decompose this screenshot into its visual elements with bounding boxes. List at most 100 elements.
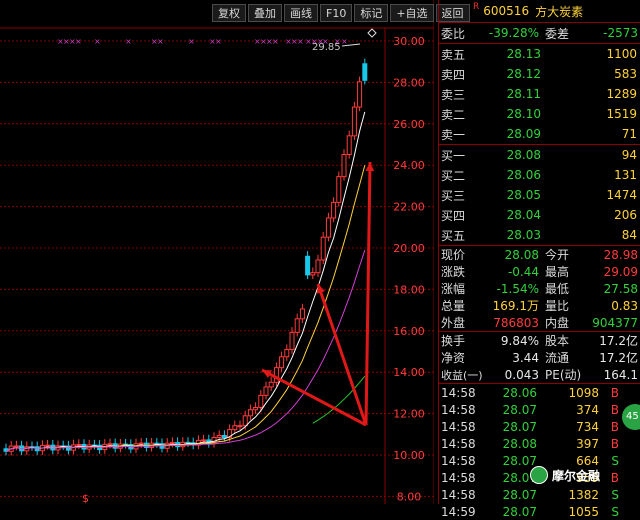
candle-body[interactable] (169, 442, 175, 445)
candle-body[interactable] (263, 386, 269, 396)
toolbar-btn-3[interactable]: F10 (320, 4, 353, 22)
bid-row[interactable]: 买五 28.03 84 (441, 228, 637, 243)
toolbar-btn-2[interactable]: 画线 (284, 4, 318, 22)
event-marker[interactable]: × (322, 37, 329, 46)
candle-body[interactable] (253, 406, 259, 411)
ask-row[interactable]: 卖三 28.11 1289 (441, 87, 637, 102)
candle-body[interactable] (284, 349, 290, 358)
event-marker[interactable]: × (69, 37, 76, 46)
candle-body[interactable] (346, 135, 352, 155)
toolbar-btn-0[interactable]: 复权 (212, 4, 246, 22)
bid-row[interactable]: 买二 28.06 131 (441, 168, 637, 183)
annotation-arrow (316, 283, 368, 426)
bid-row[interactable]: 买三 28.05 1474 (441, 188, 637, 203)
event-marker[interactable]: × (125, 37, 132, 46)
ask-row[interactable]: 卖五 28.13 1100 (441, 47, 637, 62)
tick-row[interactable]: 14:58 28.06 1098 B (441, 385, 619, 400)
candlestick-chart[interactable]: 30.00 28.00 26.00 24.00 22.00 20.00 18.00 16.00… (0, 0, 434, 504)
candle-body[interactable] (279, 356, 285, 369)
candle-body[interactable] (216, 434, 222, 439)
candle-body[interactable] (76, 443, 82, 446)
tick-row[interactable]: 14:59 28.07 1055 S (441, 504, 619, 519)
event-marker[interactable]: × (266, 37, 273, 46)
candle-body[interactable] (336, 176, 342, 203)
stock-code[interactable]: 600516 (483, 4, 530, 18)
candle-body[interactable] (247, 409, 253, 417)
toolbar-btn-5[interactable]: +自选 (390, 4, 434, 22)
candle-body[interactable] (325, 217, 331, 238)
candle-body[interactable] (258, 394, 264, 408)
tick-row[interactable]: 14:58 28.07 734 B (441, 419, 619, 434)
tick-row[interactable]: 14:58 28.07 1382 S (441, 487, 619, 502)
candle-body[interactable] (351, 106, 357, 137)
ask-row[interactable]: 卖四 28.12 583 (441, 67, 637, 82)
annotation-arrow (364, 161, 372, 426)
bid-row[interactable]: 买四 28.04 206 (441, 208, 637, 223)
tick-row[interactable]: 14:58 28.07 959 B (441, 470, 619, 485)
event-marker[interactable]: × (94, 37, 101, 46)
ma20-line (5, 250, 366, 452)
quote-row: 现价 28.08 今开 28.98 (441, 247, 638, 263)
candle-body[interactable] (201, 439, 207, 442)
event-marker[interactable]: × (75, 37, 82, 46)
event-marker[interactable]: × (188, 37, 195, 46)
event-marker[interactable]: × (317, 37, 324, 46)
tick-row[interactable]: 14:58 28.07 664 S (441, 453, 619, 468)
chart-toolbar: 复权 叠加 画线 F10 标记 +自选 返回 (212, 4, 470, 24)
event-marker[interactable]: × (272, 37, 279, 46)
tick-list[interactable]: 14:58 28.06 1098 B 14:58 28.07 374 B 14:58 28.07 7… (439, 384, 640, 520)
tick-row[interactable]: 14:58 28.07 374 B (441, 402, 619, 417)
candle-body[interactable] (138, 442, 144, 445)
price-axis-label: 8.00 (397, 490, 422, 503)
candle-body[interactable] (357, 81, 363, 108)
ask-row[interactable]: 卖一 28.09 71 (441, 127, 637, 142)
event-marker[interactable]: × (260, 37, 267, 46)
candle-body[interactable] (310, 272, 316, 276)
event-marker[interactable]: × (215, 37, 222, 46)
event-marker[interactable]: × (285, 37, 292, 46)
bid-row[interactable]: 买一 28.08 94 (441, 148, 637, 163)
stock-name[interactable]: 方大炭素 (535, 4, 584, 19)
candle-body[interactable] (305, 255, 311, 276)
toolbar-btn-6[interactable]: 返回 (435, 4, 470, 22)
candle-body[interactable] (232, 425, 238, 431)
tick-row[interactable]: 14:58 28.08 397 B (441, 436, 619, 451)
event-marker[interactable]: × (341, 37, 348, 46)
candle-body[interactable] (221, 434, 227, 438)
price-axis-label: 16.00 (393, 325, 425, 338)
candle-body[interactable] (45, 444, 51, 447)
candle-body[interactable] (331, 201, 337, 219)
candle-body[interactable] (13, 445, 19, 448)
candle-body[interactable] (107, 443, 113, 446)
candle-body[interactable] (362, 63, 368, 81)
candle-body[interactable] (320, 236, 326, 261)
fundamental-stats: 换手 9.84% 股本 17.2亿 净资 3.44 流通 17.2亿 收益(一) 0.043 PE(… (439, 332, 640, 384)
event-marker[interactable]: × (311, 37, 318, 46)
event-marker[interactable]: × (334, 37, 341, 46)
event-marker[interactable]: × (305, 37, 312, 46)
candle-body[interactable] (227, 429, 233, 438)
event-marker[interactable]: × (57, 37, 64, 46)
side-badge[interactable]: 45 (622, 404, 640, 430)
event-marker[interactable]: × (254, 37, 261, 46)
event-marker[interactable]: × (151, 37, 158, 46)
candle-body[interactable] (299, 308, 305, 320)
candle-body[interactable] (273, 367, 279, 383)
toolbar-btn-4[interactable]: 标记 (354, 4, 389, 22)
candle-body[interactable] (289, 331, 295, 351)
candle-body[interactable] (341, 153, 347, 178)
candle-body[interactable] (268, 381, 274, 388)
ask-row[interactable]: 卖二 28.10 1519 (441, 107, 637, 122)
arrow-head (365, 162, 375, 172)
event-marker[interactable]: × (209, 37, 216, 46)
candle-body[interactable] (294, 318, 300, 333)
event-marker[interactable]: × (157, 37, 164, 46)
event-marker[interactable]: × (63, 37, 70, 46)
event-marker[interactable]: × (297, 37, 304, 46)
candle-body[interactable] (237, 425, 243, 428)
toolbar-btn-1[interactable]: 叠加 (248, 4, 282, 22)
candle-body[interactable] (315, 259, 321, 274)
event-marker[interactable]: × (291, 37, 298, 46)
quote-row: 涨跌 -0.44 最高 29.09 (441, 264, 638, 280)
candle-body[interactable] (242, 415, 248, 427)
